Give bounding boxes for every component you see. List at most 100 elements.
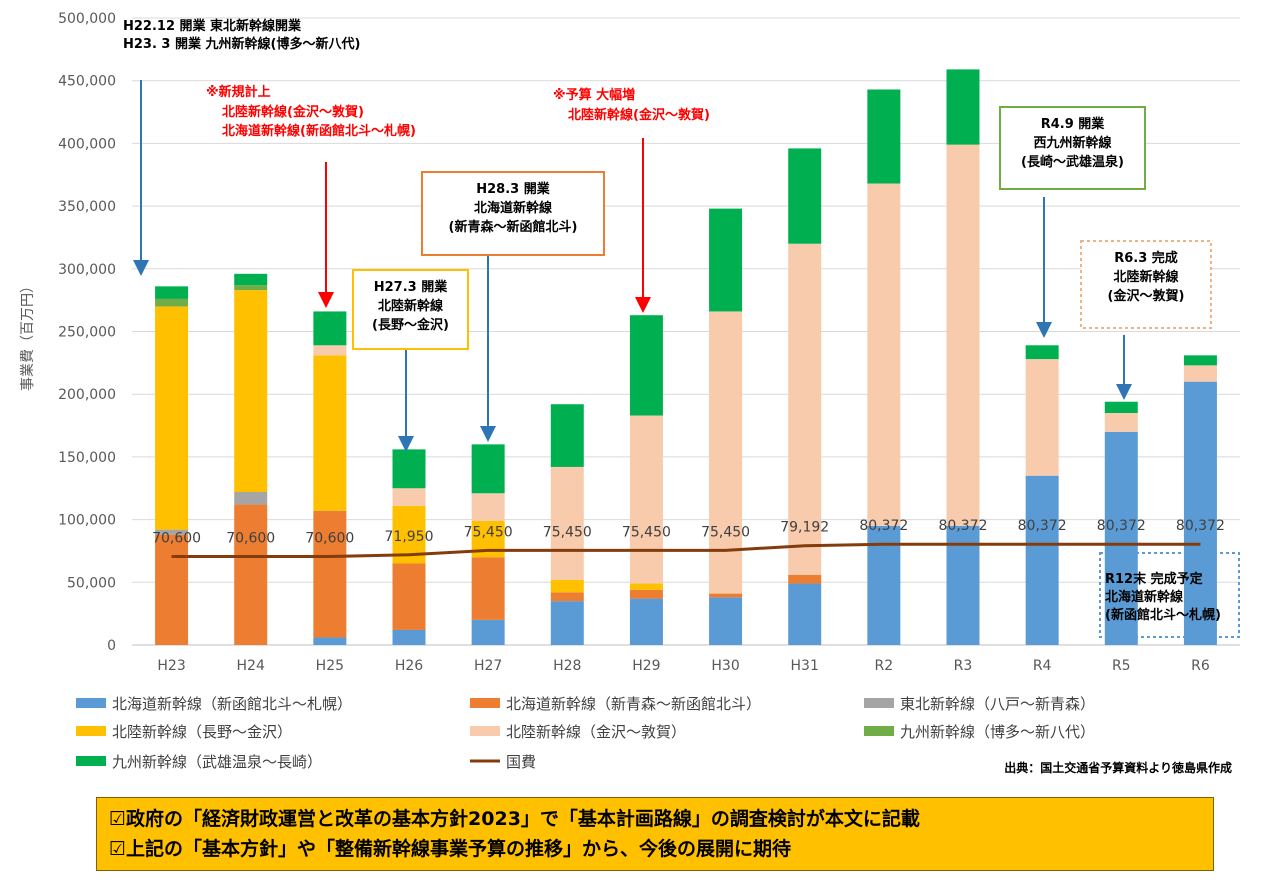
annotation-r12: 北海道新幹線 bbox=[1105, 589, 1184, 605]
x-tick-label: H30 bbox=[711, 658, 739, 674]
y-tick-label: 450,000 bbox=[58, 74, 116, 90]
line-data-label: 70,600 bbox=[152, 530, 201, 546]
bar-segment bbox=[234, 285, 268, 291]
bar-segment bbox=[471, 557, 505, 620]
bar-segment bbox=[313, 355, 347, 511]
annotation-new-budget: 北陸新幹線(金沢～敦賀) bbox=[222, 104, 364, 120]
line-data-label: 79,192 bbox=[780, 520, 829, 536]
bar-segment bbox=[709, 593, 743, 598]
x-tick-label: R3 bbox=[954, 658, 973, 674]
annotation-r12: R12末 完成予定 bbox=[1105, 571, 1203, 587]
bar-segment bbox=[471, 493, 505, 521]
bar-segment bbox=[392, 449, 426, 489]
line-data-label: 75,450 bbox=[622, 524, 671, 540]
bar-segment bbox=[788, 574, 822, 584]
bar-segment bbox=[946, 69, 980, 145]
annotation-budget-increase: ※予算 大幅増 bbox=[553, 87, 635, 103]
line-data-label: 70,600 bbox=[305, 530, 354, 546]
x-tick-label: H23 bbox=[157, 658, 185, 674]
bar-segment bbox=[550, 579, 584, 593]
bar-segment bbox=[1025, 359, 1059, 476]
y-tick-label: 500,000 bbox=[58, 11, 116, 27]
bar-segment bbox=[629, 589, 663, 599]
legend-swatch bbox=[76, 756, 106, 766]
y-axis-label: 事業費（百万円） bbox=[20, 279, 36, 391]
bar-segment bbox=[1183, 381, 1217, 645]
line-data-label: 75,450 bbox=[464, 524, 513, 540]
x-tick-label: R6 bbox=[1191, 658, 1210, 674]
annotation-r6-complete: R6.3 完成 bbox=[1114, 250, 1178, 266]
bar-segment bbox=[1104, 431, 1138, 645]
y-tick-label: 100,000 bbox=[58, 513, 116, 529]
bar-segment bbox=[313, 311, 347, 346]
x-tick-label: H24 bbox=[237, 658, 265, 674]
bar-segment bbox=[629, 415, 663, 584]
legend-swatch bbox=[864, 698, 894, 708]
y-tick-label: 250,000 bbox=[58, 325, 116, 341]
bar-segment bbox=[629, 583, 663, 590]
bar-segment bbox=[234, 290, 268, 493]
legend-label: 国費 bbox=[506, 753, 536, 771]
bar-segment bbox=[1183, 365, 1217, 382]
bar-segment bbox=[313, 345, 347, 356]
bar-segment bbox=[234, 492, 268, 505]
bar-segment bbox=[709, 208, 743, 312]
legend-swatch bbox=[76, 726, 106, 736]
bar-segment bbox=[788, 243, 822, 575]
x-tick-label: R4 bbox=[1033, 658, 1052, 674]
annotation-h28-open: (新青森～新函館北斗) bbox=[449, 219, 578, 235]
y-tick-label: 50,000 bbox=[67, 575, 116, 591]
bar-segment bbox=[155, 298, 189, 307]
y-tick-label: 0 bbox=[107, 638, 116, 654]
bar-segment bbox=[471, 444, 505, 494]
bar-segment bbox=[1025, 345, 1059, 360]
source-note: 出典：国土交通省予算資料より徳島県作成 bbox=[1004, 760, 1232, 775]
y-tick-label: 350,000 bbox=[58, 199, 116, 215]
bar-segment bbox=[1025, 475, 1059, 645]
annotation-h22-h23: H22.12 開業 東北新幹線開業 bbox=[123, 18, 302, 34]
bar-segment bbox=[155, 534, 189, 645]
bar-segment bbox=[629, 315, 663, 416]
legend-label: 北海道新幹線（新函館北斗～札幌） bbox=[112, 695, 352, 713]
bar-segment bbox=[392, 488, 426, 506]
bar-segment bbox=[471, 619, 505, 645]
bar-segment bbox=[1183, 355, 1217, 366]
notes-box: ☑政府の「経済財政運営と改革の基本方針2023」で「基本計画路線」の調査検討が本… bbox=[96, 797, 1214, 871]
annotation-new-budget: ※新規計上 bbox=[206, 84, 271, 100]
line-data-label: 80,372 bbox=[1176, 518, 1225, 534]
annotation-r6-complete-box bbox=[1080, 240, 1212, 329]
annotation-h27-open: H27.3 開業 bbox=[374, 279, 448, 295]
bar-segment bbox=[550, 404, 584, 467]
legend-label: 北陸新幹線（金沢～敦賀） bbox=[506, 723, 686, 741]
legend-label: 北海道新幹線（新青森～新函館北斗） bbox=[506, 695, 761, 713]
y-tick-label: 300,000 bbox=[58, 262, 116, 278]
annotation-r12-box bbox=[1099, 552, 1240, 638]
annotation-r6-complete: (金沢～敦賀) bbox=[1108, 288, 1185, 304]
bar-segment bbox=[867, 89, 901, 184]
line-data-label: 80,372 bbox=[859, 518, 908, 534]
line-data-label: 80,372 bbox=[1018, 518, 1067, 534]
x-tick-label: H27 bbox=[474, 658, 502, 674]
annotation-r12: (新函館北斗～札幌) bbox=[1105, 607, 1221, 623]
y-tick-label: 150,000 bbox=[58, 450, 116, 466]
line-data-label: 71,950 bbox=[385, 529, 434, 545]
bar-segment bbox=[867, 183, 901, 526]
annotation-h27-open: (長野～金沢) bbox=[372, 317, 449, 333]
annotation-h22-h23: H23. 3 開業 九州新幹線(博多～新八代) bbox=[123, 36, 360, 52]
bar-segment bbox=[155, 286, 189, 299]
bar-segment bbox=[234, 504, 268, 645]
line-data-label: 70,600 bbox=[226, 530, 275, 546]
bar-segment bbox=[788, 148, 822, 244]
annotation-r4-open: 西九州新幹線 bbox=[1033, 135, 1112, 151]
bar-segment bbox=[1104, 401, 1138, 414]
legend-label: 東北新幹線（八戸～新青森） bbox=[900, 695, 1095, 713]
x-tick-label: H31 bbox=[791, 658, 819, 674]
bar-segment bbox=[550, 601, 584, 645]
line-data-label: 75,450 bbox=[701, 524, 750, 540]
x-tick-label: R2 bbox=[875, 658, 894, 674]
bar-segment bbox=[313, 510, 347, 638]
legend-swatch bbox=[864, 726, 894, 736]
annotation-r4-open: (長崎～武雄温泉) bbox=[1021, 154, 1124, 170]
bar-segment bbox=[234, 273, 268, 286]
bar-segment bbox=[946, 144, 980, 526]
